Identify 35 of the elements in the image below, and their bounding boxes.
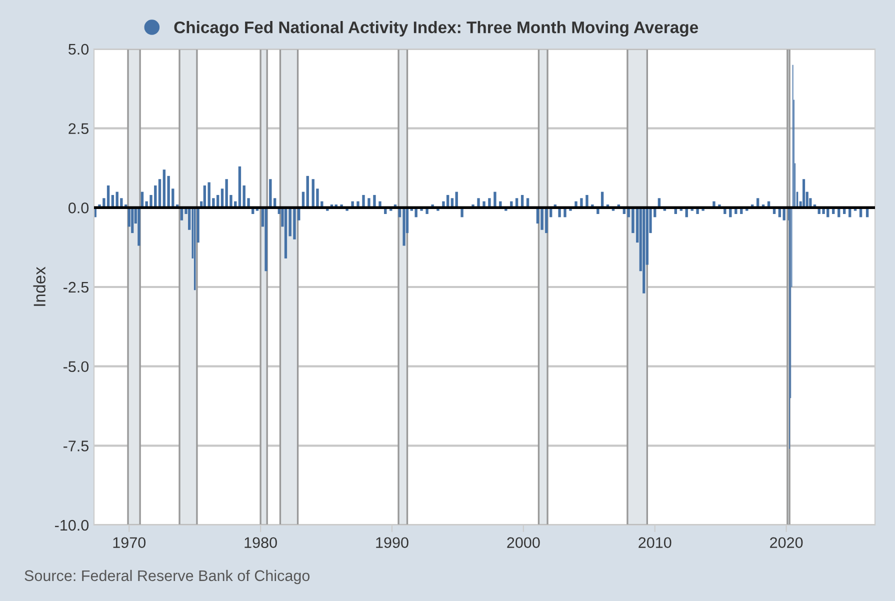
bar bbox=[284, 208, 288, 258]
bar bbox=[488, 198, 491, 208]
bar bbox=[802, 179, 806, 208]
bar bbox=[642, 208, 646, 294]
bar bbox=[494, 192, 496, 208]
source-note: Source: Federal Reserve Bank of Chicago bbox=[24, 570, 310, 584]
bar bbox=[362, 194, 365, 208]
bar bbox=[269, 179, 272, 208]
y-tick-label: -10.0 bbox=[55, 520, 89, 531]
legend-label: Chicago Fed National Activity Index: Three Month Moving Average bbox=[174, 21, 698, 37]
x-tick-label: 2020 bbox=[770, 537, 803, 548]
y-tick-label: -7.5 bbox=[63, 440, 88, 452]
y-tick-label: 0.0 bbox=[68, 202, 89, 214]
bar bbox=[138, 208, 140, 246]
bar bbox=[131, 208, 134, 234]
bar bbox=[162, 170, 166, 208]
y-tick-label: -5.0 bbox=[63, 361, 89, 372]
y-tick-label: -2.5 bbox=[63, 282, 88, 293]
x-tick-label: 1980 bbox=[244, 537, 277, 548]
bar bbox=[477, 198, 480, 208]
x-tick-label: 1990 bbox=[376, 537, 408, 548]
bar bbox=[586, 194, 588, 208]
bar bbox=[580, 198, 583, 208]
y-tick-label: 5.0 bbox=[68, 44, 89, 55]
bar bbox=[373, 194, 376, 208]
x-tick-label: 2000 bbox=[507, 537, 540, 548]
bar bbox=[264, 208, 268, 272]
x-tick-label: 1970 bbox=[113, 537, 146, 548]
y-axis-title: Index bbox=[33, 266, 46, 306]
bar bbox=[238, 166, 242, 208]
x-tick-label: 2010 bbox=[638, 537, 672, 548]
bar bbox=[402, 208, 406, 246]
bar bbox=[368, 198, 370, 208]
y-tick-label: 2.5 bbox=[68, 123, 88, 134]
bar bbox=[455, 192, 458, 208]
